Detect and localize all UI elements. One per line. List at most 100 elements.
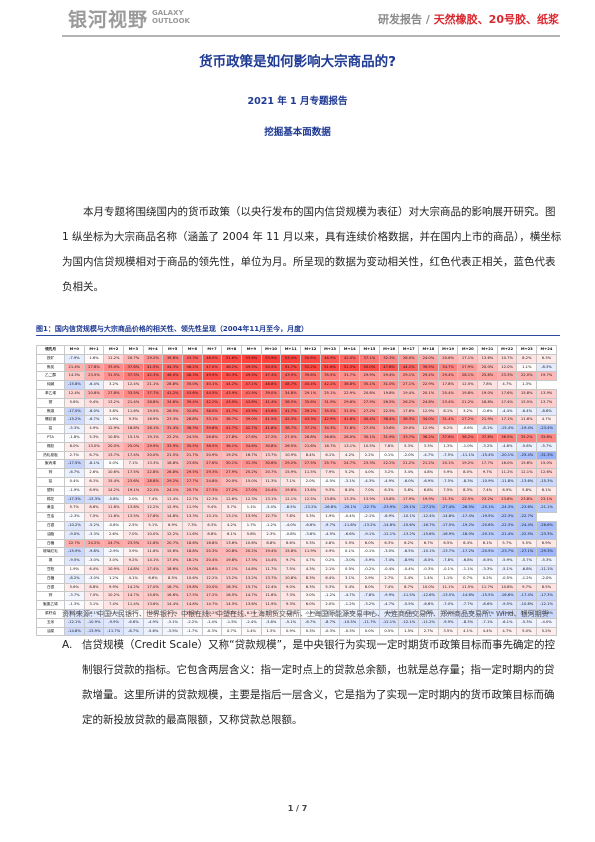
heatmap-cell: 29.4%	[437, 371, 459, 382]
heatmap-cell: 15.0%	[536, 459, 557, 470]
heatmap-cell: 7.0%	[123, 529, 144, 540]
heatmap-cell: 7.1%	[123, 459, 144, 470]
heatmap-cell: -3.3%	[477, 564, 498, 575]
heatmap-cell: -9.5%	[64, 556, 85, 566]
heatmap-cell: 6.3%	[536, 353, 557, 364]
heatmap-cell: 6.3%	[300, 582, 321, 593]
heatmap-cell: 36.3%	[398, 415, 420, 426]
heatmap-cell: 17.8%	[437, 380, 459, 390]
heatmap-cell: 25.7%	[319, 459, 341, 470]
heatmap-cell: 28.1%	[457, 371, 479, 382]
heatmap-cell: 6.8%	[418, 485, 439, 496]
heatmap-cell: 12.4%	[123, 380, 144, 390]
heatmap-cell: -6.9%	[378, 512, 400, 522]
heatmap-cell: -2.3%	[64, 512, 85, 522]
heatmap-cell: 15.8%	[516, 388, 538, 399]
heatmap-cell: 3.2%	[457, 406, 479, 417]
figure-caption: 图1：国内信贷规模与大宗商品价格的相关性、领先性呈现（2004年11月至今，月度…	[36, 325, 309, 333]
heatmap-cell: 40.4%	[359, 415, 380, 426]
heatmap-cell: -25.1%	[398, 503, 420, 514]
heatmap-cell: -5.1%	[496, 564, 518, 575]
heatmap-cell: 45.4%	[300, 380, 321, 390]
heatmap-cell: 12.6%	[221, 494, 243, 505]
page-header: 银河视野 GALAXY OUTLOOK 研发报告 / 天然橡胶、20号胶、纸浆	[0, 0, 595, 38]
heatmap-cell: 0.2%	[319, 556, 341, 566]
heatmap-cell: 36.5%	[496, 432, 518, 443]
heatmap-cell: 37.7%	[142, 388, 164, 399]
heatmap-cell: 3.9%	[123, 547, 144, 558]
heatmap-cell: 13.2%	[221, 573, 243, 584]
heatmap-cell: -0.4%	[339, 512, 361, 522]
heatmap-row-label: 锌	[36, 468, 65, 478]
heatmap-cell: 4.7%	[300, 556, 321, 566]
heatmap-cell: 11.7%	[477, 582, 498, 593]
heatmap-cell: 30.8%	[260, 441, 282, 452]
heatmap-col-header: M+14	[339, 345, 361, 355]
heatmap-col-header: M+23	[516, 345, 538, 355]
heatmap-cell: 35.1%	[359, 380, 380, 390]
heatmap-cell: -17.4%	[457, 512, 479, 522]
heatmap-cell: 31.4%	[162, 424, 184, 434]
heatmap-row-label: 锡	[36, 556, 65, 566]
heatmap-cell: -2.9%	[103, 547, 125, 558]
heatmap-row-label: 橡胶	[36, 441, 65, 452]
heatmap-cell: -6.4%	[516, 406, 538, 417]
heatmap-cell: 5.3%	[83, 432, 105, 443]
heatmap-cell: 6.1%	[319, 450, 341, 461]
heatmap-cell: 25.7%	[182, 485, 203, 496]
heatmap-cell: 21.4%	[123, 397, 144, 408]
heatmap-cell: 46.9%	[319, 353, 341, 364]
heatmap-cell: -16.9%	[437, 529, 459, 540]
heatmap-cell: 17.2%	[201, 591, 223, 602]
heatmap-cell: 41.8%	[260, 424, 282, 434]
heatmap-cell: 4.1%	[123, 573, 144, 584]
heatmap-cell: 12.2%	[201, 573, 223, 584]
heatmap-cell: 39.6%	[300, 371, 321, 382]
heatmap-cell: -12.4%	[418, 512, 439, 522]
heatmap-cell: 0.0%	[103, 459, 125, 470]
heatmap-cell: 39.4%	[182, 397, 203, 408]
heatmap-cell: 20.4%	[201, 556, 223, 566]
heatmap-cell: 4.9%	[319, 547, 341, 558]
heatmap-cell: 20.2%	[241, 547, 262, 558]
heatmap-row: 白银 -10.2% -5.2% -0.8% 2.5% 5.1% 6.9% 7.3% 6.3% 4.…	[36, 520, 557, 531]
heatmap-cell: -12.1%	[378, 529, 400, 540]
heatmap-cell: 27.8%	[83, 362, 105, 373]
heatmap-cell: -17.0%	[64, 406, 85, 417]
heatmap-row-label: 白糖	[36, 538, 65, 549]
heatmap-cell: 17.6%	[496, 388, 518, 399]
heatmap-cell: 44.5%	[201, 388, 223, 399]
heatmap-cell: 46.2%	[182, 362, 203, 373]
heatmap-cell: 6.4%	[83, 564, 105, 575]
heatmap-cell: -11.5%	[398, 591, 420, 602]
heatmap-cell: 12.9%	[418, 424, 439, 434]
heatmap-cell: 14.8%	[241, 564, 262, 575]
heatmap-cell: 4.2%	[339, 450, 361, 461]
heatmap-cell: -6.6%	[300, 520, 321, 531]
heatmap-cell: 37.6%	[437, 432, 459, 443]
heatmap-cell: 12.2%	[162, 529, 184, 540]
heatmap-row: 锡 -9.5% -3.0% 3.0% 9.2% 14.1% 17.0% 18.2% 20.4% 1…	[36, 556, 557, 566]
heatmap-cell: -0.5%	[496, 573, 518, 584]
heatmap-cell: -17.4%	[516, 591, 538, 602]
report-theme: 挖掘基本面数据	[264, 127, 331, 138]
heatmap-cell: 23.6%	[123, 476, 144, 487]
heatmap-cell: 37.8%	[477, 432, 498, 443]
heatmap-row: 铅 0.4% 6.1% 15.4% 23.6% 28.8% 29.2% 27.7% 24.8% 2…	[36, 476, 557, 487]
heatmap-cell: 23.4%	[437, 397, 459, 408]
heatmap-cell: 35.5%	[319, 371, 341, 382]
heatmap-cell: -11.1%	[457, 450, 479, 461]
heatmap-cell: 31.7%	[339, 371, 361, 382]
heatmap-cell: 26.5%	[378, 397, 400, 408]
heatmap-cell: 27.9%	[359, 397, 380, 408]
heatmap-cell: 31.5%	[103, 371, 125, 382]
heatmap-cell: 8.0%	[339, 485, 361, 496]
heatmap-cell: -17.3%	[64, 494, 85, 505]
heatmap-col-header: M+8	[221, 345, 243, 355]
heatmap-cell: 13.0%	[83, 441, 105, 452]
heatmap-cell: 14.8%	[123, 564, 144, 575]
heatmap-col-header: M+11	[280, 345, 302, 355]
heatmap-cell: 5.2%	[339, 468, 361, 478]
heatmap-cell: 4.7%	[536, 415, 557, 426]
heatmap-cell: 33.7%	[398, 432, 420, 443]
